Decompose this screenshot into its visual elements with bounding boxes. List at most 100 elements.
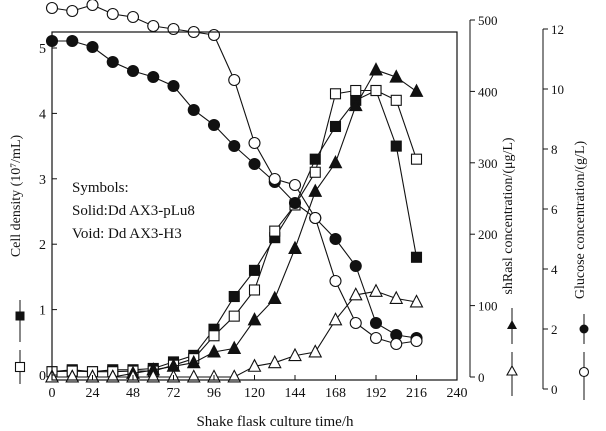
x-tick-label: 216 bbox=[406, 386, 427, 401]
left-axis-label-group: Cell density (10⁷/mL) bbox=[9, 135, 26, 384]
shRasl-y-tick-label: 100 bbox=[478, 299, 498, 314]
x-tick-label: 24 bbox=[86, 386, 100, 401]
middle-axis-label-group: shRasl concentration/(μg/L) bbox=[501, 137, 518, 396]
x-tick-label: 96 bbox=[207, 386, 221, 401]
data-point-triangle bbox=[308, 344, 323, 358]
data-point-circle bbox=[329, 232, 342, 246]
x-tick-label: 0 bbox=[49, 386, 56, 401]
data-point-triangle bbox=[328, 155, 343, 169]
middle-axis-label: shRasl concentration/(μg/L) bbox=[501, 137, 516, 295]
data-point-circle bbox=[126, 10, 140, 24]
data-point-square bbox=[329, 120, 342, 133]
data-point-circle bbox=[66, 4, 79, 18]
annotation-line-1: Symbols: bbox=[72, 180, 129, 196]
data-point-square bbox=[329, 88, 342, 100]
data-point-circle bbox=[126, 64, 140, 78]
data-point-square bbox=[390, 94, 402, 106]
data-point-circle bbox=[248, 136, 261, 150]
data-point-square bbox=[269, 225, 281, 237]
data-point-triangle bbox=[247, 358, 262, 372]
data-point-triangle bbox=[65, 369, 80, 383]
data-point-square bbox=[248, 284, 261, 296]
left-y-tick-label: 4 bbox=[39, 107, 46, 122]
data-point-triangle bbox=[207, 344, 221, 358]
data-point-circle bbox=[248, 157, 261, 171]
data-point-triangle bbox=[409, 294, 424, 308]
data-point-triangle bbox=[186, 369, 201, 383]
data-point-circle bbox=[228, 73, 241, 87]
data-point-square bbox=[410, 153, 423, 165]
x-tick-label: 168 bbox=[325, 386, 346, 401]
data-point-circle bbox=[207, 28, 221, 42]
data-point-circle bbox=[45, 1, 59, 15]
left-axis-label: Cell density (10⁷/mL) bbox=[9, 135, 24, 258]
series-layer bbox=[45, 0, 424, 383]
x-axis-label: Shake flask culture time/h bbox=[196, 414, 354, 430]
middle-legend-open-triangle-marker bbox=[506, 364, 518, 376]
glucose-y-tick-label: 2 bbox=[551, 322, 558, 337]
data-point-circle bbox=[187, 103, 200, 117]
data-point-triangle bbox=[247, 312, 262, 326]
data-point-triangle bbox=[389, 69, 404, 83]
data-point-square bbox=[228, 290, 240, 303]
data-point-circle bbox=[207, 118, 221, 132]
glucose-y-tick-label: 10 bbox=[551, 82, 564, 97]
left-y-tick-label: 0 bbox=[39, 369, 46, 384]
data-point-triangle bbox=[348, 97, 363, 112]
data-point-square bbox=[410, 251, 423, 263]
data-point-triangle bbox=[186, 354, 201, 369]
annotation-line-3: Void: Dd AX3-H3 bbox=[72, 226, 182, 242]
data-point-circle bbox=[106, 7, 119, 21]
symbols-annotation: Symbols: Solid:Dd AX3-pLu8 Void: Dd AX3-… bbox=[72, 180, 195, 242]
glucose-y-tick-label: 6 bbox=[551, 202, 558, 217]
right-axis-label: Glucose concentration/(g/L) bbox=[573, 141, 588, 300]
x-tick-label: 192 bbox=[366, 386, 387, 401]
x-tick-label: 144 bbox=[285, 386, 306, 401]
data-point-square bbox=[350, 84, 362, 97]
data-point-circle bbox=[329, 274, 342, 288]
data-point-circle bbox=[390, 337, 403, 351]
x-tick-label: 48 bbox=[126, 386, 140, 401]
data-point-circle bbox=[167, 22, 180, 36]
data-point-triangle bbox=[308, 183, 323, 197]
data-point-square bbox=[309, 166, 321, 178]
right-legend-filled-circle-marker bbox=[579, 324, 589, 334]
data-point-square bbox=[390, 140, 402, 152]
data-point-circle bbox=[349, 259, 362, 273]
data-point-square bbox=[208, 330, 220, 342]
data-point-circle bbox=[309, 211, 322, 225]
data-point-triangle bbox=[227, 340, 242, 354]
data-point-triangle bbox=[409, 83, 424, 97]
x-tick-label: 120 bbox=[244, 386, 265, 401]
data-point-circle bbox=[410, 334, 423, 348]
data-point-triangle bbox=[288, 240, 302, 254]
right-legend-open-circle-marker bbox=[578, 366, 590, 378]
left-y-tick-label: 5 bbox=[39, 42, 46, 57]
data-point-square bbox=[228, 310, 240, 322]
left-y-tick-label: 2 bbox=[39, 238, 46, 253]
data-point-triangle bbox=[369, 283, 383, 297]
data-point-circle bbox=[369, 331, 383, 345]
left-legend-filled-square-marker bbox=[15, 311, 25, 321]
data-point-circle bbox=[86, 0, 99, 12]
glucose-y-tick-label: 0 bbox=[551, 382, 558, 397]
left-y-tick-label: 3 bbox=[39, 173, 46, 188]
data-point-triangle bbox=[288, 347, 302, 362]
left-legend-open-square-marker bbox=[14, 361, 26, 373]
data-point-triangle bbox=[227, 369, 242, 383]
data-point-circle bbox=[86, 40, 99, 54]
shRasl-y-tick-label: 400 bbox=[478, 84, 498, 99]
glucose-y-tick-label: 8 bbox=[551, 142, 558, 157]
glucose-y-tick-label: 12 bbox=[551, 22, 564, 37]
data-point-square bbox=[309, 153, 321, 165]
data-point-square bbox=[248, 264, 261, 276]
middle-legend-filled-triangle-marker bbox=[507, 320, 517, 329]
shRasl-y-tick-label: 0 bbox=[478, 370, 485, 385]
data-point-circle bbox=[288, 178, 302, 192]
data-point-circle bbox=[106, 55, 119, 69]
data-point-circle bbox=[147, 19, 160, 33]
shRasl-y-tick-label: 300 bbox=[478, 156, 498, 171]
data-point-triangle bbox=[389, 290, 404, 304]
